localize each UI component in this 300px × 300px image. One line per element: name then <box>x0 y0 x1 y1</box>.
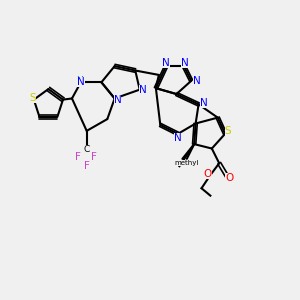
Text: H: H <box>76 76 83 85</box>
Text: O: O <box>225 173 234 183</box>
Text: F: F <box>84 161 90 171</box>
Text: N: N <box>77 77 85 87</box>
Text: N: N <box>193 76 200 86</box>
Text: S: S <box>225 126 231 136</box>
Text: O: O <box>203 169 211 178</box>
Text: N: N <box>162 58 170 68</box>
Text: N: N <box>114 95 122 105</box>
Text: N: N <box>174 133 182 143</box>
Text: N: N <box>200 98 208 108</box>
Text: F: F <box>75 152 81 162</box>
Text: C: C <box>84 146 90 154</box>
Text: N: N <box>139 85 146 94</box>
Text: methyl: methyl <box>175 160 199 166</box>
Text: F: F <box>91 152 97 162</box>
Text: S: S <box>29 93 36 103</box>
Text: N: N <box>182 58 189 68</box>
